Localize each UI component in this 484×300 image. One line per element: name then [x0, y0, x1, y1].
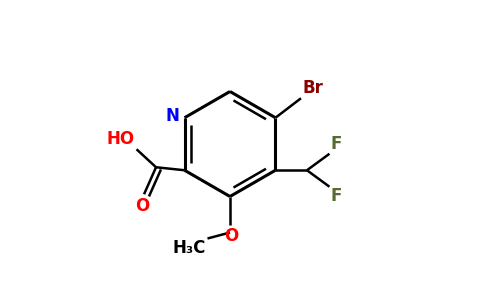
- Text: Br: Br: [302, 79, 323, 97]
- Text: O: O: [225, 227, 239, 245]
- Text: H₃C: H₃C: [173, 239, 206, 257]
- Text: F: F: [331, 135, 342, 153]
- Text: F: F: [331, 187, 342, 205]
- Text: HO: HO: [107, 130, 135, 148]
- Text: N: N: [165, 107, 179, 125]
- Text: O: O: [136, 197, 150, 215]
